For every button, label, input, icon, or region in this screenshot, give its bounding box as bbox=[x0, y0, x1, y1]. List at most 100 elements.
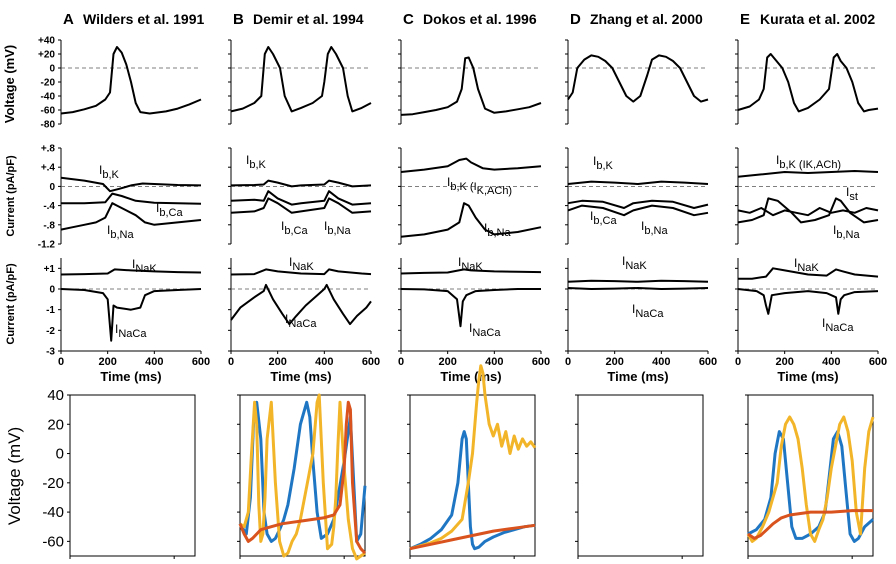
panel-title-D: Zhang et al. 2000 bbox=[590, 11, 703, 27]
y-tick-label: +.4 bbox=[41, 163, 56, 174]
x-tick-label: 400 bbox=[822, 356, 840, 368]
label-ib-na-D-sub: b,Na bbox=[644, 225, 668, 237]
panel-letter-D: D bbox=[570, 11, 581, 28]
x-tick-label: 600 bbox=[869, 356, 887, 368]
label-ib-na-A-base: I bbox=[107, 223, 110, 237]
series-line-black bbox=[737, 53, 879, 113]
panel-C-background-currents bbox=[398, 147, 542, 245]
y-tick-label: -40 bbox=[41, 92, 56, 103]
series-line-NaK bbox=[738, 267, 879, 280]
panel-A-background-currents: +.8 +.4 0 -.4 -.8 -1.2 bbox=[38, 144, 202, 251]
series-line-blue bbox=[747, 430, 874, 543]
y-tick-label: -.8 bbox=[43, 220, 55, 231]
label-ib-na-A-sub: b,Na bbox=[110, 229, 134, 241]
x-tick-label: 600 bbox=[362, 356, 380, 368]
series-line-black bbox=[400, 56, 542, 116]
x-tick-label: 600 bbox=[192, 356, 210, 368]
label-inaca-C-sub: NaCa bbox=[472, 327, 501, 339]
label-ib-na-B-sub: b,Na bbox=[327, 225, 351, 237]
y-tick-label: -40 bbox=[42, 504, 64, 521]
label-inaca-B-base: I bbox=[285, 312, 288, 326]
y-tick-label: +.8 bbox=[41, 144, 56, 155]
series-line-st bbox=[737, 207, 879, 217]
panel-C-exchanger-currents: 0 200 400 600 Time (ms) bbox=[398, 258, 550, 384]
label-ib-ca-D: Ib,Ca bbox=[590, 209, 617, 227]
panel-E-bottom: 0500 bbox=[745, 394, 875, 559]
x-tick-label: 0 bbox=[565, 356, 571, 368]
y-tick-label: 20 bbox=[47, 416, 64, 433]
plot-frame bbox=[239, 394, 366, 557]
label-ib-na-E-base: I bbox=[833, 223, 836, 237]
label-inaca-D: INaCa bbox=[632, 302, 664, 320]
label-inak-B-base: I bbox=[289, 255, 292, 269]
label-ib-na-C-sub: b,Na bbox=[487, 227, 511, 239]
y-tick-label: 0 bbox=[49, 182, 55, 193]
y-tick-label: +20 bbox=[38, 50, 55, 61]
label-inak-D-sub: NaK bbox=[625, 260, 647, 272]
x-tick-label: 200 bbox=[775, 356, 793, 368]
x-tick-label: 0 bbox=[398, 356, 404, 368]
label-inaca-C: INaCa bbox=[469, 321, 501, 339]
x-tick-label: 400 bbox=[652, 356, 670, 368]
label-ib-na-C-base: I bbox=[484, 221, 487, 235]
series-line-b-Ca bbox=[61, 192, 202, 205]
series-line-red bbox=[409, 523, 536, 551]
plot-frame bbox=[747, 394, 874, 557]
y-tick-label: -1.2 bbox=[38, 240, 56, 251]
panel-E-background-currents bbox=[735, 147, 879, 245]
panel-B-background-currents bbox=[228, 147, 372, 245]
series-line-b-Ca bbox=[567, 199, 709, 209]
panel-B-exchanger-currents: 0 200 400 600 Time (ms) bbox=[228, 258, 380, 384]
x-tick-label: 400 bbox=[145, 356, 163, 368]
x-tick-label: 200 bbox=[268, 356, 286, 368]
panel-title-E: Kurata et al. 2002 bbox=[760, 11, 875, 27]
label-ib-ca-B-sub: b,Ca bbox=[284, 225, 308, 237]
label-ib-k-D: Ib,K bbox=[593, 154, 614, 172]
label-ib-k-B: Ib,K bbox=[246, 153, 267, 171]
label-ib-ca-D-base: I bbox=[590, 209, 593, 223]
series-line-NaCa bbox=[230, 283, 372, 326]
series-line-blue bbox=[409, 430, 536, 551]
label-ist-E-base: I bbox=[846, 185, 849, 199]
series-line-b-Na bbox=[230, 197, 372, 214]
series-line-red bbox=[238, 400, 367, 555]
label-ib-ca-A: Ib,Ca bbox=[156, 201, 183, 219]
series-line-black bbox=[60, 46, 202, 115]
panel-D-bottom: 0500 bbox=[575, 394, 704, 559]
panel-letter-A: A bbox=[63, 11, 74, 28]
label-ib-na-D: Ib,Na bbox=[641, 219, 668, 237]
series-line-NaCa bbox=[737, 288, 879, 315]
plot-frame bbox=[69, 394, 196, 557]
y-tick-label: -.4 bbox=[43, 201, 55, 212]
series-line-orange bbox=[746, 415, 875, 543]
x-axis-label-time: Time (ms) bbox=[440, 369, 501, 384]
y-tick-label: -60 bbox=[41, 106, 56, 117]
y-tick-label: +1 bbox=[44, 264, 56, 275]
y-tick-label: 0 bbox=[56, 446, 64, 463]
label-ib-k-A: Ib,K bbox=[99, 163, 120, 181]
series-line-b-K bbox=[567, 180, 709, 185]
label-ib-na-D-base: I bbox=[641, 219, 644, 233]
label-ib-ca-B-base: I bbox=[281, 219, 284, 233]
label-inak-B: INaK bbox=[289, 255, 314, 273]
label-ib-na-E-sub: b,Na bbox=[836, 229, 860, 241]
x-tick-label: 200 bbox=[438, 356, 456, 368]
label-inak-C-sub: NaK bbox=[461, 261, 483, 273]
panel-B-voltage bbox=[228, 39, 372, 125]
label-ib-ca-A-base: I bbox=[156, 201, 159, 215]
panel-B-bottom: 0500 bbox=[237, 393, 367, 561]
y-tick-label: -2 bbox=[46, 326, 55, 337]
ylabel-current-background: Current (pA/pF) bbox=[5, 155, 17, 237]
label-ib-ca-D-sub: b,Ca bbox=[593, 215, 617, 227]
y-tick-label: -1 bbox=[46, 305, 55, 316]
label-ib-k-E: Ib,K (IK,ACh) bbox=[776, 153, 841, 171]
panel-D-voltage bbox=[565, 39, 709, 125]
panel-C-voltage bbox=[398, 39, 542, 125]
label-ist-E: Ist bbox=[846, 185, 858, 203]
series-line-black bbox=[230, 46, 372, 113]
x-tick-label: 400 bbox=[315, 356, 333, 368]
x-tick-label: 600 bbox=[699, 356, 717, 368]
series-line-NaK bbox=[567, 279, 709, 283]
label-ib-k-B-base: I bbox=[246, 153, 249, 167]
